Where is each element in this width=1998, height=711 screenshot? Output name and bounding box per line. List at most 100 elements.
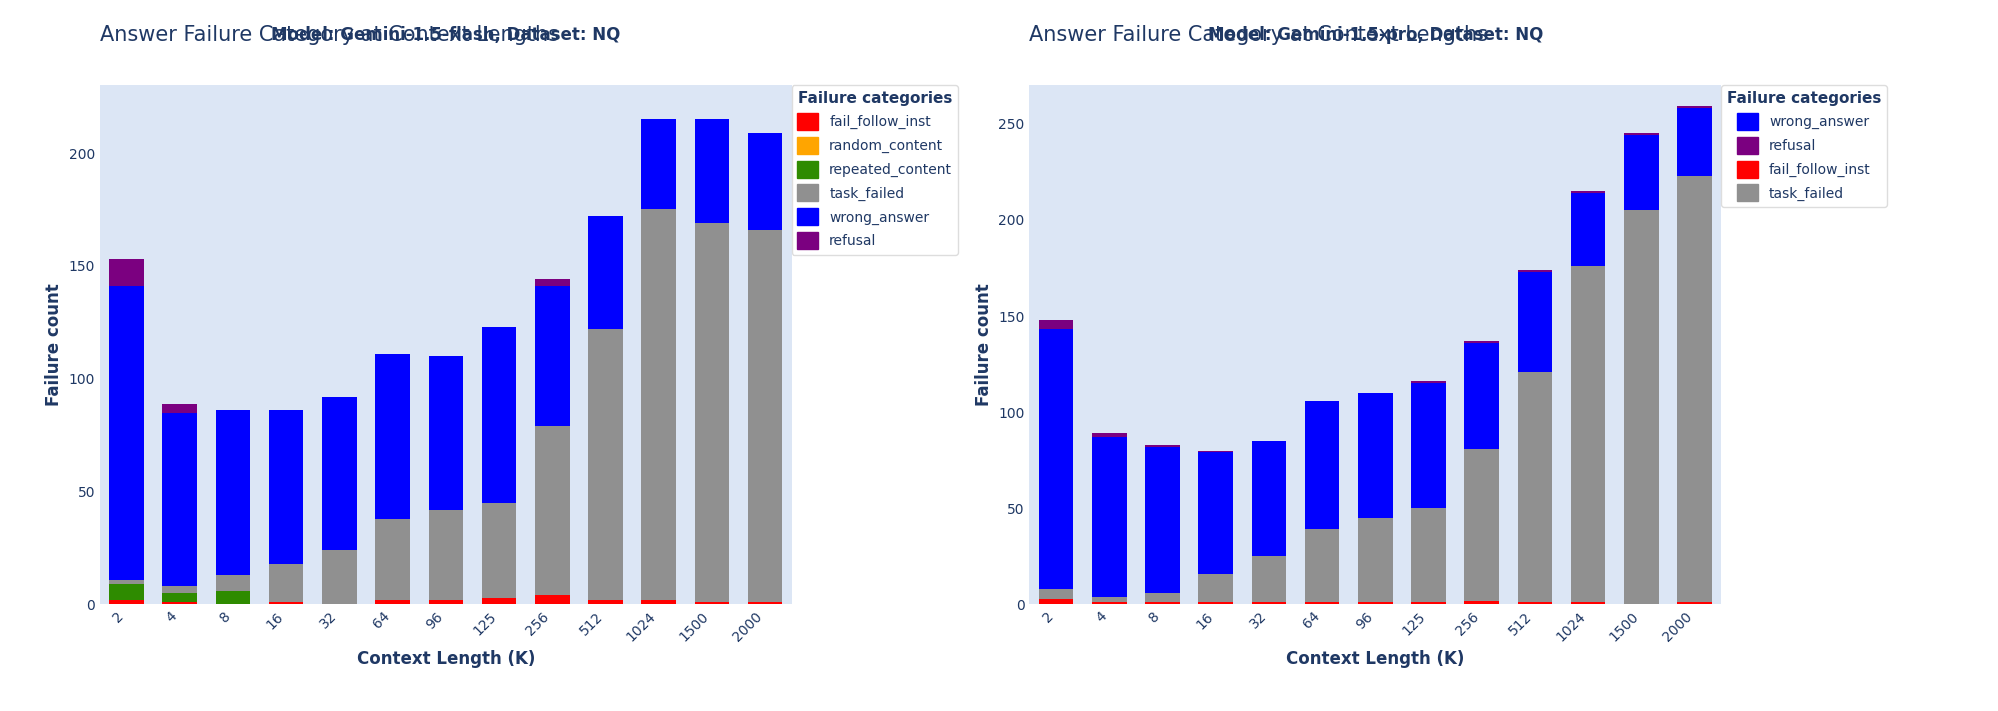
- X-axis label: Context Length (K): Context Length (K): [356, 650, 535, 668]
- Bar: [216, 591, 250, 604]
- Bar: [1465, 343, 1498, 449]
- Bar: [376, 600, 410, 604]
- Bar: [1145, 447, 1179, 593]
- Bar: [1516, 372, 1552, 602]
- Bar: [428, 356, 464, 510]
- Bar: [641, 600, 675, 604]
- Bar: [1039, 329, 1073, 589]
- Bar: [162, 593, 198, 602]
- Y-axis label: Failure count: Failure count: [975, 284, 993, 406]
- Bar: [110, 579, 144, 584]
- Bar: [1676, 176, 1710, 602]
- Bar: [641, 119, 675, 210]
- Bar: [1516, 602, 1552, 604]
- Bar: [1357, 393, 1393, 518]
- Bar: [1465, 449, 1498, 601]
- Bar: [428, 510, 464, 600]
- Bar: [270, 602, 304, 604]
- Bar: [747, 133, 781, 230]
- Bar: [1091, 597, 1127, 602]
- Bar: [216, 410, 250, 575]
- Bar: [110, 584, 144, 600]
- Bar: [270, 410, 304, 564]
- Bar: [1411, 508, 1445, 602]
- Bar: [1570, 266, 1604, 602]
- Bar: [693, 119, 729, 223]
- Bar: [1570, 191, 1604, 193]
- Bar: [376, 354, 410, 518]
- Bar: [162, 587, 198, 593]
- Bar: [1251, 602, 1285, 604]
- Bar: [1039, 599, 1073, 604]
- Bar: [482, 503, 515, 597]
- Bar: [1357, 602, 1393, 604]
- Legend: fail_follow_inst, random_content, repeated_content, task_failed, wrong_answer, r: fail_follow_inst, random_content, repeat…: [791, 85, 957, 255]
- Y-axis label: Failure count: Failure count: [46, 284, 64, 406]
- Bar: [587, 600, 623, 604]
- Bar: [1676, 602, 1710, 604]
- Bar: [1516, 272, 1552, 372]
- Bar: [535, 426, 569, 595]
- Bar: [1145, 593, 1179, 602]
- Bar: [641, 210, 675, 600]
- Bar: [747, 602, 781, 604]
- Bar: [1516, 270, 1552, 272]
- Bar: [162, 602, 198, 604]
- Bar: [587, 329, 623, 600]
- Bar: [1251, 441, 1285, 556]
- Bar: [693, 602, 729, 604]
- Bar: [110, 286, 144, 579]
- Bar: [1411, 383, 1445, 508]
- Bar: [1199, 452, 1233, 574]
- Bar: [162, 412, 198, 587]
- Bar: [110, 600, 144, 604]
- Bar: [110, 259, 144, 286]
- X-axis label: Context Length (K): Context Length (K): [1285, 650, 1465, 668]
- Bar: [1091, 433, 1127, 437]
- Bar: [1091, 602, 1127, 604]
- Bar: [1199, 574, 1233, 602]
- Bar: [535, 595, 569, 604]
- Bar: [1622, 134, 1658, 135]
- Bar: [1145, 445, 1179, 447]
- Bar: [1305, 400, 1339, 530]
- Bar: [587, 216, 623, 329]
- Text: Model: Gemini-1.5-pro, Dataset: NQ: Model: Gemini-1.5-pro, Dataset: NQ: [1207, 26, 1542, 44]
- Bar: [1039, 589, 1073, 599]
- Bar: [216, 575, 250, 591]
- Bar: [1357, 518, 1393, 602]
- Bar: [482, 597, 515, 604]
- Bar: [1039, 320, 1073, 329]
- Bar: [1411, 381, 1445, 383]
- Bar: [535, 279, 569, 286]
- Bar: [535, 286, 569, 426]
- Bar: [322, 550, 356, 604]
- Bar: [1251, 556, 1285, 602]
- Bar: [1570, 602, 1604, 604]
- Bar: [162, 404, 198, 412]
- Bar: [1676, 107, 1710, 108]
- Bar: [1622, 135, 1658, 210]
- Bar: [428, 600, 464, 604]
- Bar: [693, 223, 729, 602]
- Bar: [1570, 193, 1604, 266]
- Bar: [270, 564, 304, 602]
- Bar: [1091, 437, 1127, 597]
- Bar: [1411, 602, 1445, 604]
- Bar: [376, 518, 410, 600]
- Text: Answer Failure Category at Context Lengths: Answer Failure Category at Context Lengt…: [100, 25, 559, 45]
- Text: Answer Failure Category at Context Lengths: Answer Failure Category at Context Lengt…: [1029, 25, 1489, 45]
- Bar: [1305, 602, 1339, 604]
- Bar: [1676, 108, 1710, 176]
- Bar: [1145, 602, 1179, 604]
- Bar: [1465, 341, 1498, 343]
- Bar: [1622, 210, 1658, 604]
- Bar: [1305, 530, 1339, 602]
- Bar: [1465, 601, 1498, 604]
- Bar: [322, 397, 356, 550]
- Bar: [747, 230, 781, 602]
- Text: Model: Gemini-1.5-flash, Dataset: NQ: Model: Gemini-1.5-flash, Dataset: NQ: [272, 26, 619, 44]
- Bar: [482, 327, 515, 503]
- Legend: wrong_answer, refusal, fail_follow_inst, task_failed: wrong_answer, refusal, fail_follow_inst,…: [1720, 85, 1886, 207]
- Bar: [1199, 602, 1233, 604]
